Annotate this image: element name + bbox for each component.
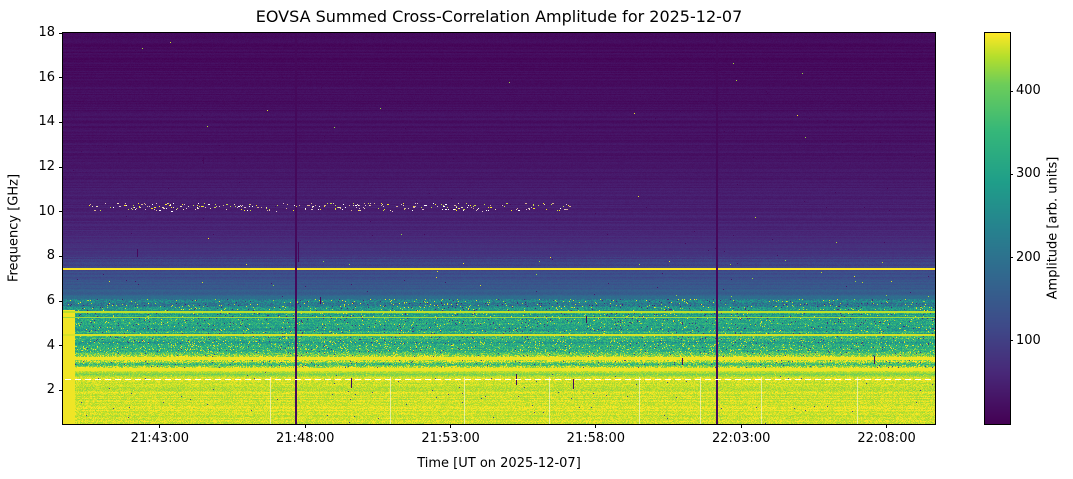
- y-tick-mark: [59, 211, 63, 213]
- colorbar-tick-mark: [1010, 173, 1013, 175]
- x-tick-mark: [886, 424, 888, 428]
- colorbar-tick-label: 200: [1016, 249, 1041, 265]
- y-tick-label: 14: [38, 114, 55, 130]
- y-tick-label: 16: [38, 69, 55, 85]
- spectrogram-heatmap: [63, 33, 935, 424]
- x-tick-label: 22:03:00: [712, 431, 771, 446]
- x-axis-label: Time [UT on 2025-12-07]: [417, 456, 581, 471]
- x-tick-mark: [159, 424, 161, 428]
- y-tick-mark: [59, 77, 63, 79]
- y-tick-label: 18: [38, 25, 55, 40]
- y-tick-label: 4: [46, 337, 55, 353]
- x-tick-mark: [304, 424, 306, 428]
- x-tick-mark: [740, 424, 742, 428]
- x-tick-label: 21:53:00: [421, 431, 480, 446]
- y-tick-mark: [59, 389, 63, 391]
- y-tick-label: 12: [38, 159, 55, 175]
- chart-title: EOVSA Summed Cross-Correlation Amplitude…: [255, 7, 743, 26]
- x-tick-label: 21:43:00: [130, 431, 190, 446]
- y-tick-label: 2: [46, 382, 55, 398]
- y-tick-mark: [59, 121, 63, 123]
- x-tick-label: 21:58:00: [566, 431, 626, 446]
- y-tick-label: 6: [46, 293, 55, 309]
- x-tick-label: 22:08:00: [857, 431, 916, 446]
- y-tick-mark: [59, 255, 63, 257]
- colorbar-tick-label: 100: [1016, 332, 1041, 348]
- x-tick-label: 21:48:00: [276, 431, 335, 446]
- colorbar-tick-mark: [1010, 340, 1013, 342]
- y-tick-label: 8: [46, 248, 55, 264]
- y-tick-mark: [59, 300, 63, 302]
- y-tick-mark: [59, 345, 63, 347]
- colorbar-tick-label: 300: [1016, 166, 1041, 182]
- x-tick-mark: [450, 424, 452, 428]
- y-tick-label: 10: [38, 203, 55, 219]
- y-tick-mark: [59, 32, 63, 34]
- colorbar: [985, 33, 1010, 424]
- colorbar-tick-mark: [1010, 90, 1013, 92]
- colorbar-tick-mark: [1010, 257, 1013, 259]
- y-tick-mark: [59, 166, 63, 168]
- x-tick-mark: [595, 424, 597, 428]
- y-axis-label: Frequency [GHz]: [6, 173, 22, 283]
- colorbar-tick-label: 400: [1016, 83, 1041, 99]
